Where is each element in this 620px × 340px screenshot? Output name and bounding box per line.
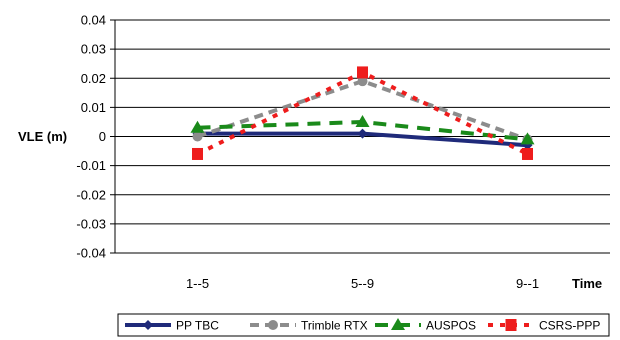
data-point: [192, 147, 203, 160]
legend-entry: AUSPOS: [375, 318, 476, 333]
legend-label: AUSPOS: [426, 319, 476, 333]
x-axis-label: Time: [572, 276, 602, 291]
y-axis-label: VLE (m): [18, 129, 67, 144]
data-point: [357, 128, 368, 139]
y-tick-label: -0.04: [76, 246, 106, 261]
data-point: [192, 131, 203, 142]
x-tick-labels: 1--5 5--9 9--1: [186, 276, 539, 291]
x-tick-label: 5--9: [351, 276, 374, 291]
legend-marker: [143, 320, 153, 330]
y-tick-label: 0.02: [81, 71, 106, 86]
series-csrs-ppp: [192, 66, 533, 160]
legend: PP TBC Trimble RTX AUSPOS CSRS-PPP: [117, 313, 610, 337]
legend-entry: CSRS-PPP: [488, 319, 600, 333]
legend-marker: [268, 320, 278, 330]
x-tick-label: 1--5: [186, 276, 209, 291]
y-tick-label: 0.04: [81, 13, 106, 28]
legend-entry: Trimble RTX: [250, 319, 368, 333]
series-line: [196, 79, 529, 142]
legend-label: Trimble RTX: [301, 319, 368, 333]
data-point: [190, 120, 205, 133]
y-tick-label: -0.03: [76, 216, 106, 231]
series-group: [190, 66, 535, 160]
y-tick-label: -0.01: [76, 158, 106, 173]
legend-label: CSRS-PPP: [539, 319, 600, 333]
y-tick-label: 0.01: [81, 100, 106, 115]
legend-box: [117, 313, 610, 337]
legend-marker: [391, 318, 405, 330]
y-tick-label: -0.02: [76, 187, 106, 202]
data-point: [522, 147, 533, 160]
y-tick-labels: 0.04 0.03 0.02 0.01 0 -0.01 -0.02 -0.03 -0.04: [76, 13, 106, 261]
data-point: [357, 76, 368, 87]
data-point: [357, 66, 368, 79]
x-tick-label: 9--1: [516, 276, 539, 291]
y-tick-label: 0: [99, 129, 106, 144]
legend-entry: PP TBC: [125, 319, 219, 333]
data-point: [355, 114, 370, 127]
legend-marker: [505, 319, 517, 331]
data-point: [520, 132, 535, 145]
y-tick-label: 0.03: [81, 42, 106, 57]
legend-label: PP TBC: [176, 319, 219, 333]
grid-lines: [110, 19, 610, 254]
